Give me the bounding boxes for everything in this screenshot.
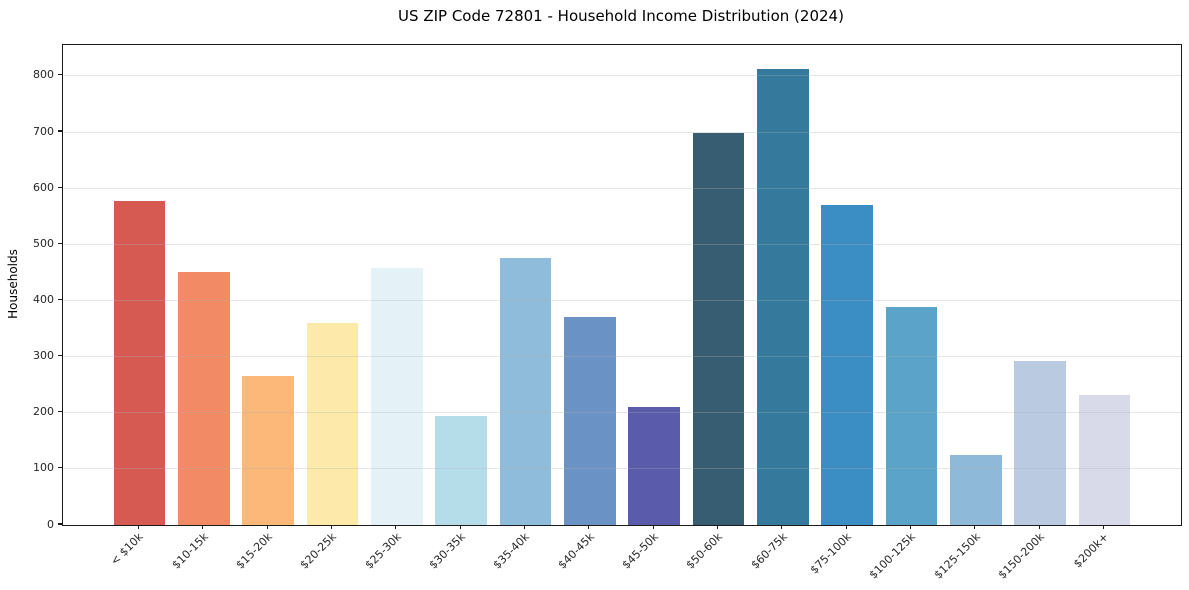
x-tick-label: $35-40k	[490, 530, 532, 572]
bar	[628, 407, 680, 525]
bar	[242, 376, 294, 525]
x-tick-label: $100-125k	[866, 530, 918, 582]
y-tick-mark	[58, 74, 62, 76]
x-tick-label: $40-45k	[555, 530, 597, 572]
x-tick-mark	[1102, 525, 1105, 530]
bar	[371, 268, 423, 525]
x-tick-mark	[588, 525, 590, 530]
gridline	[63, 131, 1181, 133]
x-tick-label: < $10k	[108, 530, 146, 568]
y-tick-mark	[58, 411, 62, 413]
bar	[113, 200, 166, 525]
bar	[950, 454, 1002, 525]
x-tick-mark	[266, 525, 268, 530]
x-tick-mark	[652, 525, 654, 530]
bar	[564, 316, 616, 525]
y-tick-mark	[58, 186, 62, 188]
y-tick-label: 200	[33, 405, 54, 419]
bar	[499, 258, 552, 525]
x-tick-label: $125-150k	[931, 530, 983, 582]
plot-area	[62, 44, 1182, 526]
bar	[757, 68, 809, 525]
y-tick-label: 300	[33, 349, 54, 363]
x-tick-mark	[202, 525, 204, 530]
bar	[435, 415, 487, 525]
x-tick-mark	[716, 525, 719, 530]
gridline	[63, 468, 1181, 470]
y-tick-label: 500	[33, 236, 54, 250]
gridline	[63, 299, 1181, 301]
x-tick-label: $75-100k	[807, 530, 854, 577]
y-tick-label: 0	[47, 517, 54, 531]
y-tick-label: 800	[33, 68, 54, 82]
chart-title: US ZIP Code 72801 - Household Income Dis…	[398, 7, 844, 25]
x-tick-mark	[523, 525, 526, 530]
x-tick-label: $45-50k	[619, 530, 661, 572]
bar	[306, 322, 359, 525]
x-tick-mark	[330, 525, 333, 530]
y-tick-mark	[58, 242, 62, 244]
y-tick-mark	[58, 467, 62, 469]
y-tick-mark	[58, 354, 62, 357]
x-tick-label: $25-30k	[362, 530, 404, 572]
y-tick-mark	[58, 130, 62, 132]
y-tick-mark	[58, 298, 62, 301]
x-tick-label: $15-20k	[233, 530, 275, 572]
gridline	[63, 356, 1181, 358]
bar	[821, 205, 873, 525]
grid-layer	[63, 45, 1181, 525]
bar	[1014, 361, 1066, 525]
y-tick-label: 100	[33, 461, 54, 475]
gridline	[63, 243, 1181, 245]
x-tick-mark	[974, 525, 976, 530]
x-tick-label: $10-15k	[169, 530, 211, 572]
x-tick-mark	[459, 525, 461, 530]
y-tick-mark	[58, 523, 62, 525]
y-tick-label: 400	[33, 292, 54, 306]
gridline	[63, 187, 1181, 189]
x-tick-mark	[909, 525, 912, 530]
gridline	[63, 412, 1181, 414]
x-tick-label: $200k+	[1070, 530, 1111, 571]
x-tick-label: $50-60k	[683, 530, 725, 572]
x-tick-label: $30-35k	[426, 530, 468, 572]
x-tick-mark	[845, 525, 847, 530]
x-tick-label: $20-25k	[297, 530, 339, 572]
x-tick-mark	[781, 525, 783, 530]
gridline	[63, 75, 1181, 77]
x-tick-label: $60-75k	[748, 530, 790, 572]
bar	[692, 133, 745, 525]
x-tick-mark	[395, 525, 397, 530]
x-tick-mark	[1038, 525, 1040, 530]
bar	[1078, 394, 1131, 525]
x-tick-mark	[137, 525, 140, 530]
bar	[885, 307, 938, 525]
bar	[178, 272, 230, 525]
y-tick-label: 600	[33, 180, 54, 194]
x-tick-label: $150-200k	[995, 530, 1047, 582]
y-axis-label: Households	[6, 249, 20, 319]
y-tick-label: 700	[33, 124, 54, 138]
